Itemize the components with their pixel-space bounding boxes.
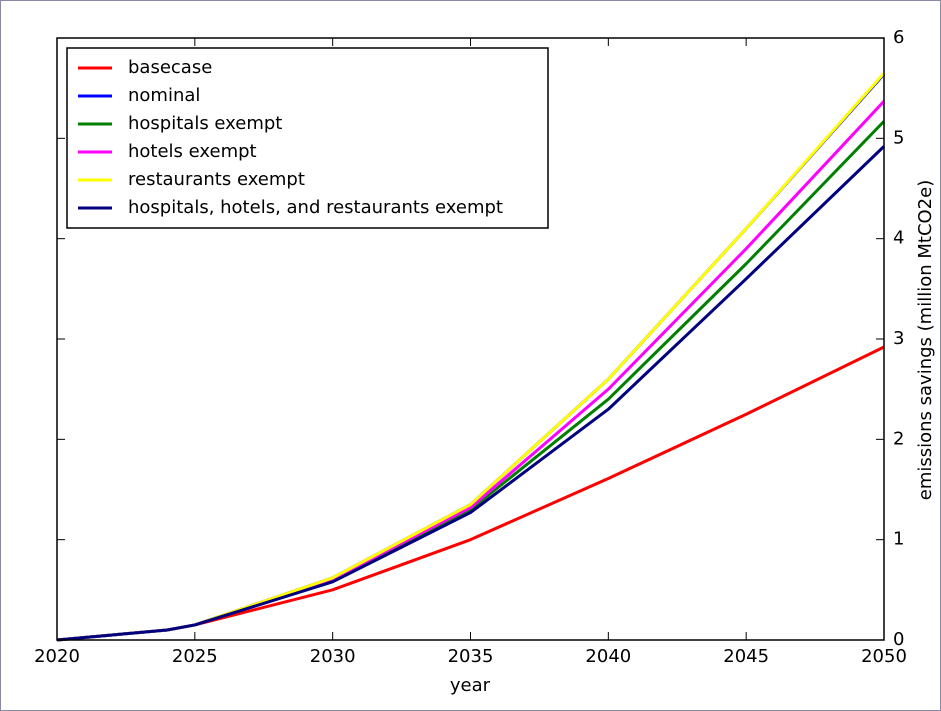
- legend-label: hospitals, hotels, and restaurants exemp…: [128, 197, 503, 218]
- y-tick-label: 0: [893, 629, 904, 650]
- y-tick-label: 2: [893, 428, 904, 449]
- x-tick-label: 2035: [448, 646, 494, 667]
- plot-border: [56, 37, 885, 641]
- y-axis-label: emissions savings (million MtCO2e): [915, 180, 936, 500]
- legend-label: hospitals exempt: [128, 113, 282, 134]
- legend-label: basecase: [128, 57, 212, 78]
- legend-label: hotels exempt: [128, 141, 257, 162]
- y-tick-label: 6: [893, 27, 904, 48]
- x-tick-label: 2025: [172, 646, 218, 667]
- x-tick-label: 2045: [723, 646, 769, 667]
- legend-label: restaurants exempt: [128, 169, 305, 190]
- y-tick-label: 4: [893, 228, 904, 249]
- series-line: [56, 145, 886, 642]
- x-tick-label: 2050: [861, 646, 907, 667]
- y-tick-label: 3: [893, 328, 904, 349]
- x-tick-label: 2040: [585, 646, 631, 667]
- x-tick-label: 2020: [34, 646, 80, 667]
- y-tick-label: 5: [893, 127, 904, 148]
- legend: basecase nominal hospitals exempt hotels ex…: [66, 47, 549, 229]
- legend-box: [66, 47, 549, 229]
- y-tick-label: 1: [893, 529, 904, 550]
- x-tick-label: 2030: [310, 646, 356, 667]
- legend-label: nominal: [128, 85, 200, 106]
- x-axis-label: year: [450, 675, 491, 696]
